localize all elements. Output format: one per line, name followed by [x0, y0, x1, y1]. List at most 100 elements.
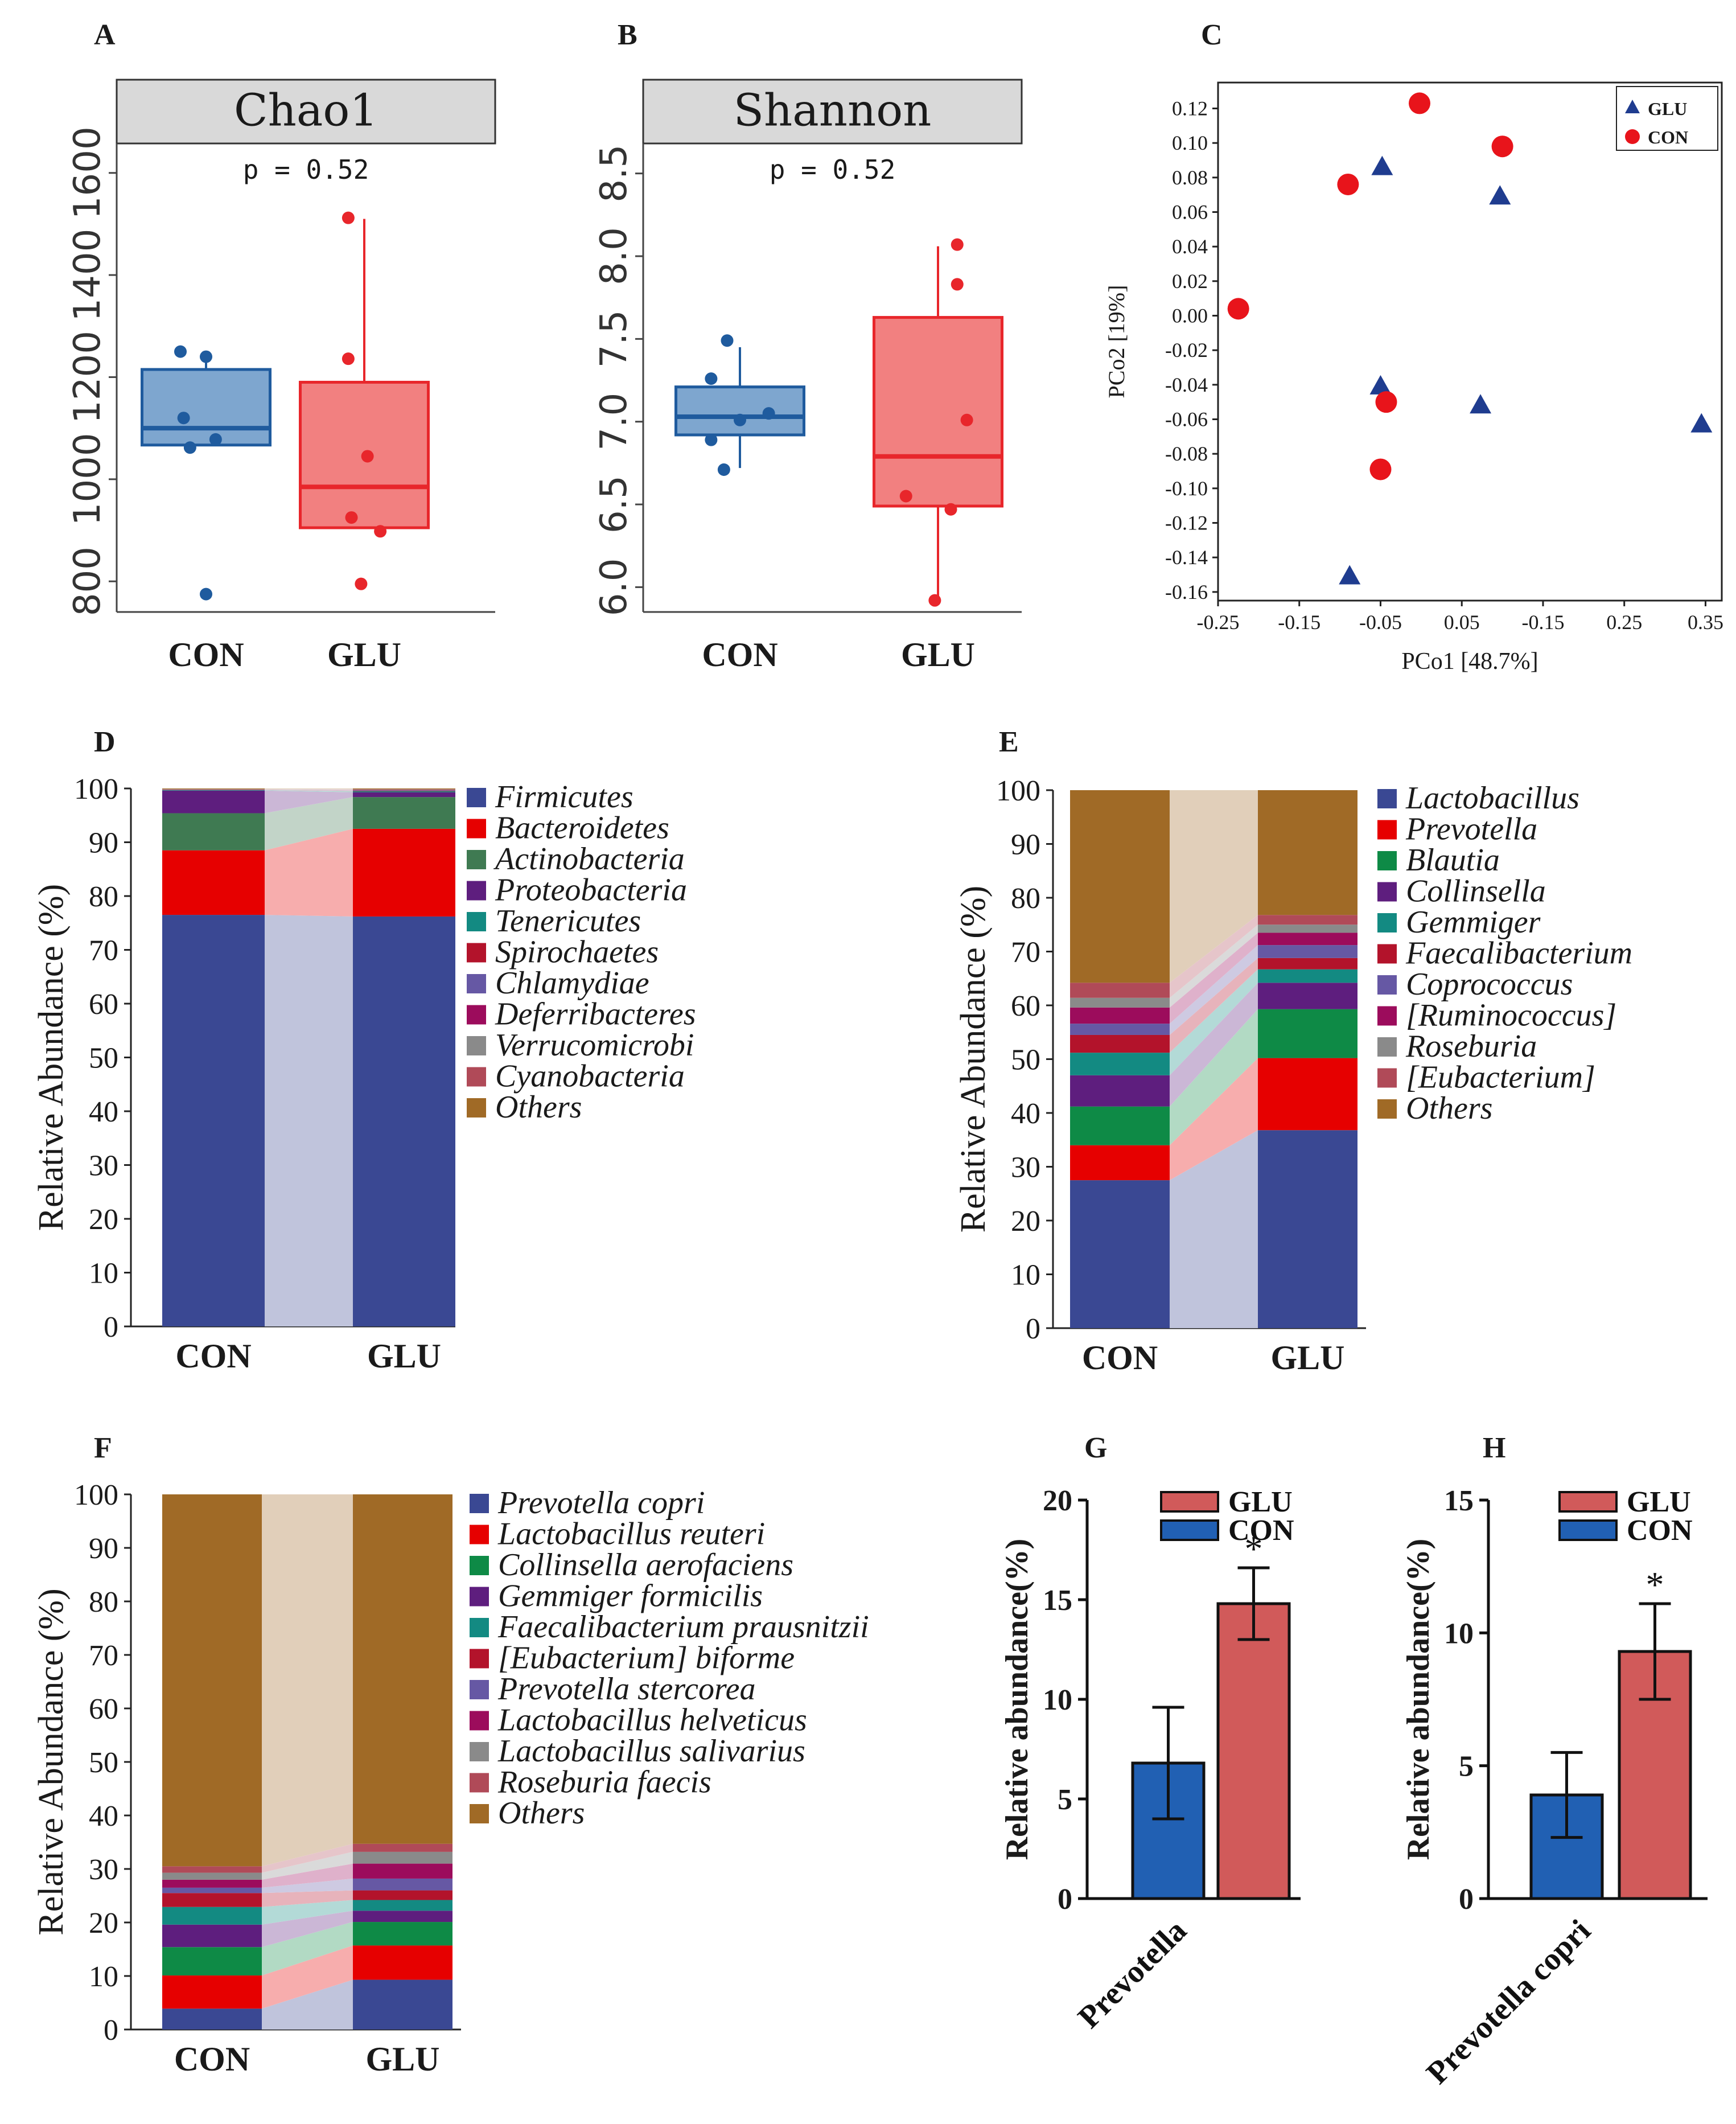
bar-segment [162, 790, 265, 814]
x-tick-label: 0.25 [1606, 611, 1642, 634]
x-tick-label: -0.15 [1521, 611, 1564, 634]
y-tick-label: 50 [89, 1042, 118, 1075]
legend-label: Collinsella aerofaciens [498, 1547, 793, 1583]
bar-glu [353, 1494, 452, 2029]
legend-swatch [1625, 100, 1640, 113]
legend-swatch [467, 819, 486, 839]
legend-label: GLU [1648, 98, 1687, 119]
y-tick-label: 0 [1058, 1883, 1072, 1916]
y-tick-label: 50 [89, 1747, 118, 1779]
legend-label: Coprococcus [1406, 967, 1573, 1002]
significance-star: * [1646, 1564, 1664, 1605]
legend-swatch [1377, 1006, 1397, 1026]
flow-band-prevotella-stercorea [262, 1878, 353, 1893]
legend-label: Tenericutes [495, 903, 641, 939]
panel-label-E: E [999, 726, 1019, 758]
y-axis-title: Relative Abundance (%) [32, 884, 71, 1231]
legend-label: Prevotella stercorea [497, 1671, 756, 1707]
bar-segment [353, 1979, 452, 2029]
data-point [1491, 135, 1513, 158]
legend-swatch [1377, 1068, 1397, 1088]
data-point [705, 372, 718, 385]
bar-segment [1258, 932, 1357, 946]
x-tick-label: GLU [327, 636, 401, 673]
x-tick-label: CON [702, 636, 778, 673]
flow-band-gemmiger-formicilis [262, 1911, 353, 1948]
bar-segment [1258, 958, 1357, 969]
y-tick-label: 0 [104, 1311, 118, 1344]
y-tick-label: 1200 [67, 331, 109, 424]
y-axis-title: Relative Abundance (%) [32, 1588, 71, 1935]
y-tick-label: 80 [89, 881, 118, 913]
x-tick-label: -0.15 [1278, 611, 1320, 634]
legend-swatch [1160, 1491, 1219, 1513]
legend-swatch [1377, 975, 1397, 995]
bar-segment [353, 1900, 452, 1911]
y-tick-label: 10 [89, 1961, 118, 1993]
legend-label: [Ruminococcus] [1406, 998, 1616, 1033]
bar-segment [1070, 1145, 1170, 1181]
bar-segment [1070, 1053, 1170, 1075]
chart-title: Shannon [734, 85, 932, 137]
box-glu [873, 238, 1003, 607]
box-glu [299, 211, 430, 590]
flow-band-prevotella [1170, 1058, 1258, 1181]
data-point [1371, 155, 1393, 175]
legend-label: Collinsella [1406, 874, 1546, 909]
flow-band-faecalibacterium-prausnitzii [262, 1900, 353, 1925]
data-point [721, 334, 734, 347]
y-tick-label: 6.0 [593, 558, 635, 617]
x-tick-label: 0.35 [1688, 611, 1723, 634]
bar-segment [162, 1924, 262, 1948]
flow-band-others [262, 1494, 353, 1867]
y-tick-label: 0.00 [1172, 305, 1208, 327]
x-tick-label: CON [168, 636, 244, 673]
y-tick-label: 20 [89, 1907, 118, 1940]
legend-label: Firmicutes [495, 779, 633, 815]
y-tick-label: 0 [1459, 1883, 1474, 1916]
bar-segment [162, 1893, 262, 1907]
panel-E: 0 10 20 30 40 50 60 70 80 90 100 Relative Abundance… [954, 775, 1632, 1377]
legend-swatch [1377, 882, 1397, 902]
data-point [1339, 565, 1361, 585]
bar-glu [1618, 1602, 1692, 1900]
bar-glu [353, 788, 455, 1326]
legend-swatch [1625, 129, 1640, 144]
bar-segment [1258, 1130, 1357, 1328]
flow-band-roseburia [1170, 925, 1258, 1008]
y-tick-label: 5 [1058, 1784, 1072, 1816]
data-point [342, 211, 355, 224]
y-axis-title: PCo2 [19%] [1104, 285, 1129, 398]
box-con [141, 345, 271, 601]
y-tick-label: 10 [1043, 1684, 1072, 1716]
y-tick-label: 60 [89, 988, 118, 1021]
p-value-annotation: p = 0.52 [243, 154, 369, 185]
data-point [1409, 92, 1430, 114]
data-point [1369, 458, 1392, 480]
legend-swatch [1377, 913, 1397, 932]
bar-segment [1070, 790, 1170, 983]
bar-segment [353, 1945, 452, 1980]
data-point [899, 490, 912, 503]
panel-C: 0.12 0.10 0.08 0.06 0.04 0.02 0.00 -0.02 -0.04 -0… [1104, 81, 1723, 675]
data-point [342, 352, 355, 365]
legend-label: Others [1406, 1091, 1492, 1126]
legend-label: Prevotella [1405, 812, 1537, 847]
bar-segment [1258, 790, 1357, 915]
legend-label: [Eubacterium] biforme [498, 1641, 795, 1676]
data-point [200, 350, 212, 363]
data-point [944, 503, 957, 516]
panel-label-D: D [94, 726, 116, 758]
y-tick-label: 0 [1026, 1313, 1040, 1345]
legend-swatch [467, 881, 486, 901]
bar-segment [162, 788, 265, 790]
y-tick-label: 100 [74, 773, 118, 806]
data-point [1470, 394, 1492, 414]
legend-label: CON [1228, 1514, 1294, 1547]
bar-segment [353, 790, 455, 791]
x-tick-label: 0.05 [1444, 611, 1480, 634]
legend-label: GLU [1627, 1486, 1691, 1518]
flow-band-faecalibacterium [1170, 958, 1258, 1053]
